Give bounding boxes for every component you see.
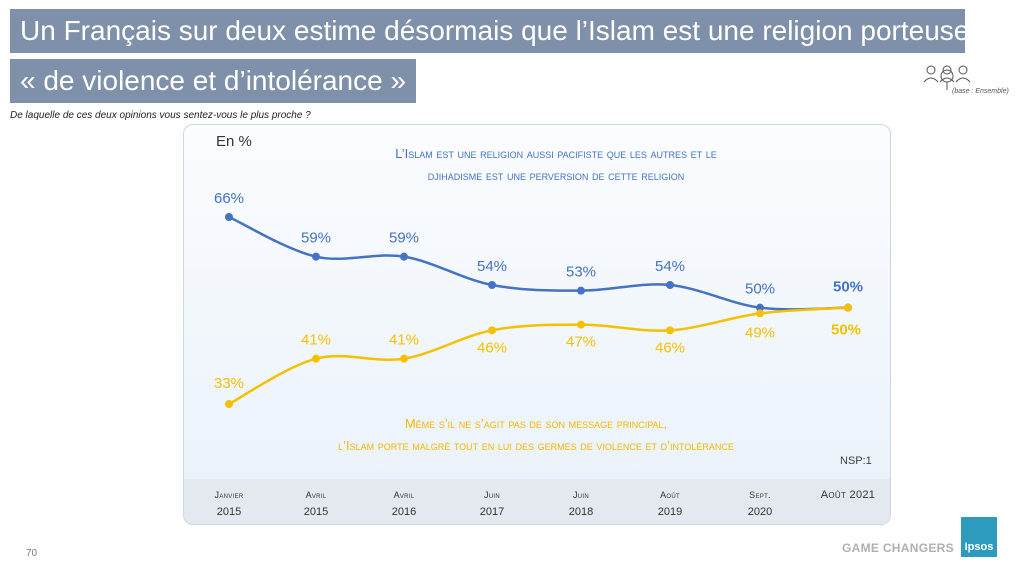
x-tick-label-5-a: Août <box>660 490 680 500</box>
x-tick-label-4-a: Juin <box>573 490 589 500</box>
data-label-1-2: 41% <box>389 332 419 349</box>
data-label-0-0: 66% <box>214 190 244 207</box>
x-tick-label-2-a: Avril <box>394 490 415 500</box>
base-note: (base : Ensemble) <box>952 88 1009 95</box>
series-label-pacifist-line1: L’Islam est une religion aussi pacifiste… <box>395 146 717 161</box>
data-label-1-6: 49% <box>745 324 775 341</box>
series-label-violence-line1: Même s’il ne s’agit pas de son message p… <box>404 416 668 431</box>
unit-label: En % <box>216 133 252 150</box>
title-line-2: « de violence et d’intolérance » <box>10 59 416 103</box>
x-tick-label-6-b: 2020 <box>748 506 772 518</box>
data-label-1-5: 46% <box>655 339 685 356</box>
data-label-0-7: 50% <box>833 279 863 296</box>
series-label-violence: Même s’il ne s’agit pas de son message p… <box>276 413 796 457</box>
data-label-0-3: 54% <box>477 258 507 275</box>
data-label-0-4: 53% <box>566 264 596 281</box>
series-label-pacifist: L’Islam est une religion aussi pacifiste… <box>296 143 816 187</box>
data-label-1-1: 41% <box>301 332 331 349</box>
x-tick-label-6-a: Sept. <box>749 490 771 500</box>
data-point-1-7 <box>844 303 852 312</box>
data-label-1-4: 47% <box>566 334 596 351</box>
nsp-note: NSP:1 <box>840 455 872 467</box>
data-point-0-2 <box>400 252 408 261</box>
data-label-0-6: 50% <box>745 281 775 298</box>
x-tick-label-5-b: 2019 <box>658 506 682 518</box>
x-axis-band <box>184 479 890 524</box>
x-tick-label-3-a: Juin <box>484 490 500 500</box>
data-label-0-5: 54% <box>655 258 685 275</box>
data-point-0-3 <box>488 281 496 289</box>
x-tick-label-1-b: 2015 <box>304 506 328 518</box>
x-tick-label-4-b: 2018 <box>569 506 593 518</box>
question-subtitle: De laquelle de ces deux opinions vous se… <box>10 110 311 121</box>
series-label-violence-line2: l’Islam porte malgré tout en lui des ger… <box>338 438 734 453</box>
data-point-0-6 <box>756 303 764 312</box>
x-tick-label-7-a: Août 2021 <box>821 489 875 501</box>
ipsos-logo: Ipsos <box>961 517 997 557</box>
title-line-1: Un Français sur deux estime désormais qu… <box>10 9 969 53</box>
data-label-1-3: 46% <box>477 339 507 356</box>
data-point-1-4 <box>577 320 585 329</box>
x-tick-label-3-b: 2017 <box>480 506 504 518</box>
data-point-0-4 <box>577 286 585 295</box>
page-number: 70 <box>26 548 38 559</box>
data-point-1-1 <box>312 354 320 363</box>
series-line-1 <box>228 306 849 406</box>
data-point-1-5 <box>666 326 674 335</box>
x-tick-label-2-b: 2016 <box>392 506 416 518</box>
x-tick-label-1-a: Avril <box>306 490 327 500</box>
data-point-1-2 <box>400 354 408 363</box>
data-point-0-0 <box>225 213 233 221</box>
data-point-1-3 <box>488 326 496 335</box>
data-label-0-1: 59% <box>301 230 331 247</box>
data-label-1-0: 33% <box>214 375 244 392</box>
series-label-pacifist-line2: djihadisme est une perversion de cette r… <box>427 168 685 183</box>
data-label-1-7: 50% <box>831 322 861 339</box>
data-point-1-0 <box>225 400 233 408</box>
data-label-0-2: 59% <box>389 230 419 247</box>
footer-tagline: GAME CHANGERS <box>842 541 954 555</box>
x-tick-label-0-a: Janvier <box>215 490 244 500</box>
data-point-0-1 <box>312 252 320 261</box>
series-line-0 <box>228 215 849 311</box>
people-icon <box>923 65 971 90</box>
x-tick-label-0-b: 2015 <box>217 506 241 518</box>
data-point-0-5 <box>666 281 674 289</box>
data-point-1-6 <box>756 309 764 318</box>
